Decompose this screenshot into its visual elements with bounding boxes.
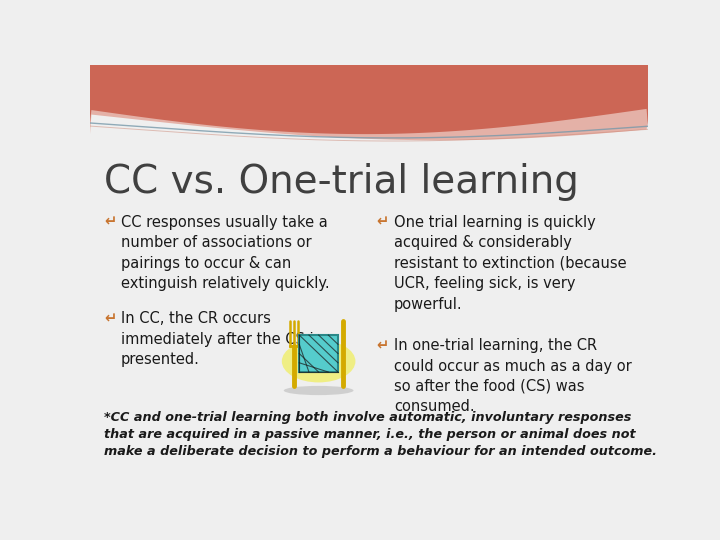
Polygon shape xyxy=(90,65,648,134)
Text: ↵: ↵ xyxy=(377,215,389,230)
Text: In CC, the CR occurs
immediately after the CS is
presented.: In CC, the CR occurs immediately after t… xyxy=(121,311,321,367)
Ellipse shape xyxy=(282,340,356,382)
Text: ↵: ↵ xyxy=(104,215,116,230)
Text: CC vs. One-trial learning: CC vs. One-trial learning xyxy=(104,164,579,201)
Polygon shape xyxy=(90,65,648,140)
Text: One trial learning is quickly
acquired & considerably
resistant to extinction (b: One trial learning is quickly acquired &… xyxy=(394,215,626,312)
Text: *CC and one-trial learning both involve automatic, involuntary responses
that ar: *CC and one-trial learning both involve … xyxy=(104,411,657,458)
Text: In one-trial learning, the CR
could occur as much as a day or
so after the food : In one-trial learning, the CR could occu… xyxy=(394,338,631,414)
Ellipse shape xyxy=(284,386,354,395)
Text: ↵: ↵ xyxy=(377,338,389,353)
Text: CC responses usually take a
number of associations or
pairings to occur & can
ex: CC responses usually take a number of as… xyxy=(121,215,330,291)
Bar xyxy=(300,335,338,372)
Text: ↵: ↵ xyxy=(104,311,116,326)
